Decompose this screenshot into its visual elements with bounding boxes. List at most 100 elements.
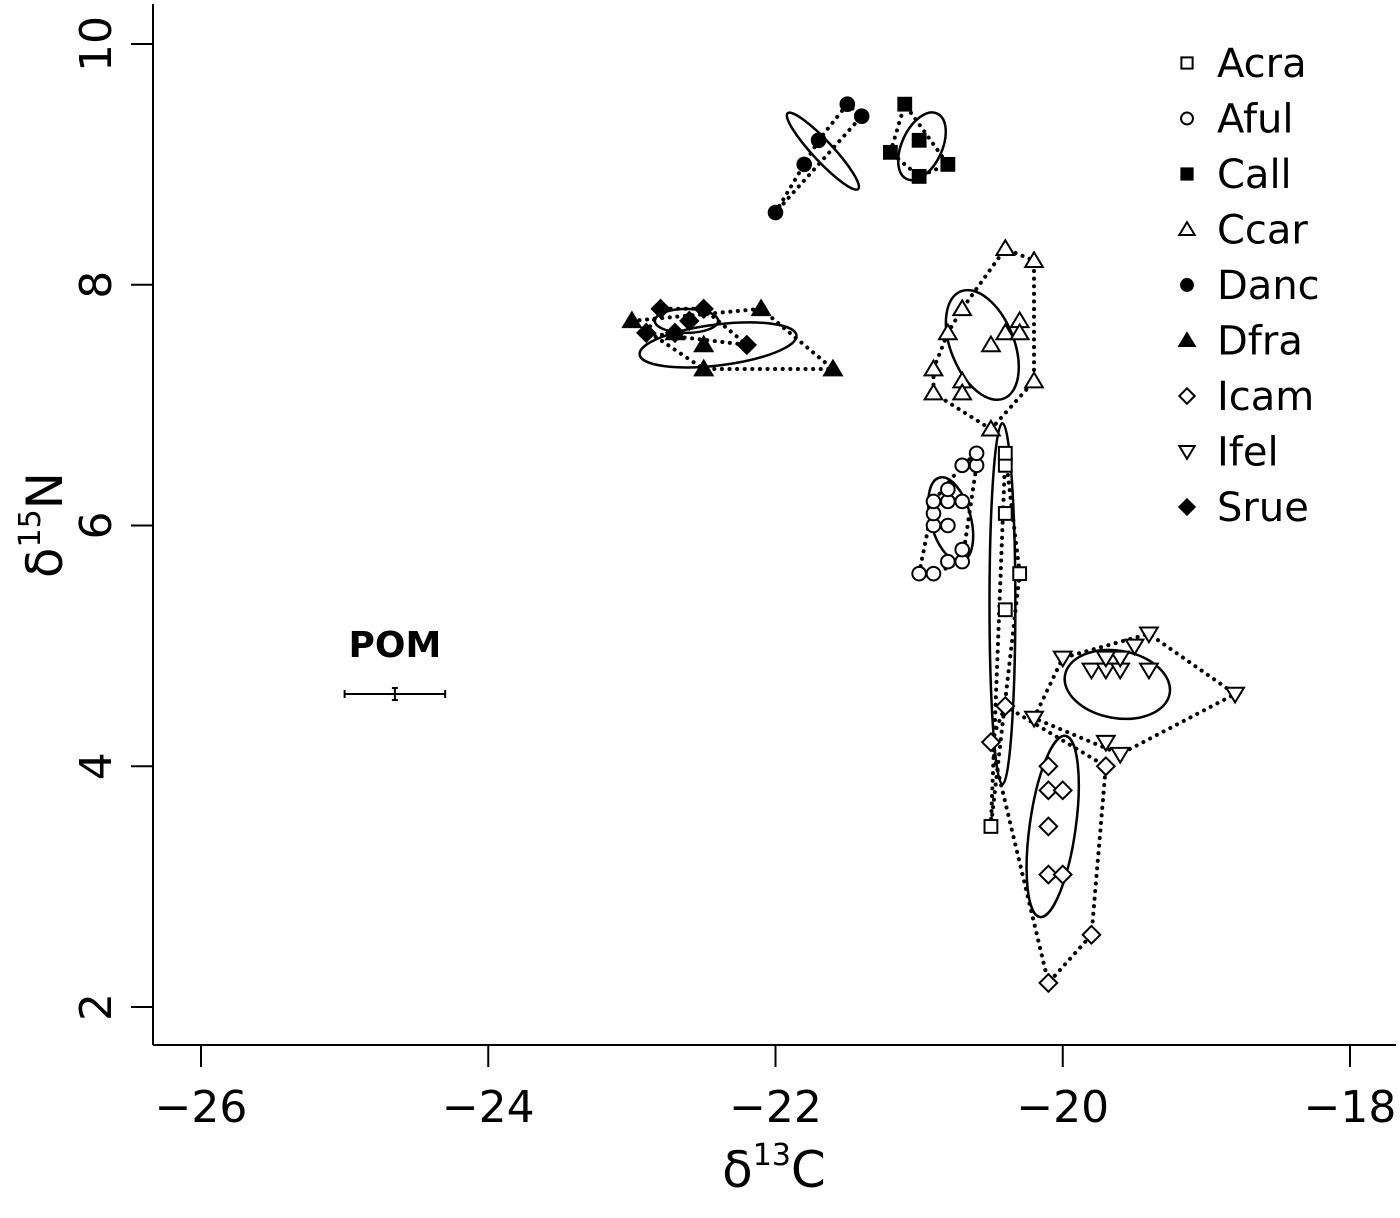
- x-tick-label: −24: [442, 1082, 535, 1133]
- point-ifel: [1109, 746, 1131, 765]
- point-acra: [983, 819, 999, 834]
- legend-item-ccar: Ccar: [1177, 208, 1308, 254]
- point-danc: [839, 96, 856, 112]
- legend-marker-danc: [1180, 278, 1194, 292]
- x-axis-title: δ13C: [722, 1138, 826, 1199]
- legend: Acra Aful Call Ccar Danc Dfra Icam Ifel Srue: [1177, 41, 1320, 531]
- point-ifel: [1123, 638, 1146, 657]
- point-aful: [968, 445, 985, 462]
- point-ifel: [1080, 662, 1103, 681]
- point-call: [940, 156, 956, 172]
- legend-marker-call: [1180, 167, 1194, 181]
- point-danc: [810, 132, 827, 149]
- legend-item-ifel: Ifel: [1177, 430, 1279, 476]
- hull-call: [888, 102, 950, 179]
- point-aful: [940, 481, 956, 498]
- x-tick-label: −22: [729, 1082, 822, 1133]
- legend-item-call: Call: [1180, 152, 1292, 198]
- point-ifel: [1095, 734, 1117, 753]
- y-tick-label: 10: [71, 16, 122, 72]
- y-tick-label: 8: [71, 271, 122, 299]
- legend-label: Acra: [1217, 41, 1307, 87]
- point-icam: [1038, 780, 1059, 801]
- point-srue: [736, 334, 757, 356]
- legend-item-aful: Aful: [1180, 97, 1293, 143]
- legend-marker-srue: [1177, 497, 1197, 517]
- point-ifel: [1138, 662, 1160, 681]
- legend-item-icam: Icam: [1177, 374, 1314, 420]
- point-danc: [796, 156, 813, 173]
- point-ccar: [1023, 370, 1045, 389]
- point-icam: [1095, 756, 1117, 777]
- point-icam: [995, 695, 1016, 717]
- point-aful: [940, 553, 956, 570]
- axes: −26 −24 −22 −20 −18 2 4 6 8 10 δ13C δ15N: [13, 4, 1396, 1199]
- legend-label: Aful: [1217, 97, 1293, 143]
- ellipse-call: [896, 111, 948, 182]
- legend-label: Danc: [1217, 263, 1320, 309]
- point-ccar: [922, 358, 945, 377]
- point-ifel: [1095, 650, 1117, 669]
- point-aful: [925, 493, 942, 510]
- point-ifel: [1224, 686, 1246, 705]
- ellipse-icam: [1025, 734, 1081, 919]
- point-ccar: [1023, 250, 1045, 268]
- point-ifel: [1052, 650, 1074, 669]
- legend-label: Icam: [1217, 374, 1314, 420]
- series-ccar: [922, 238, 1045, 437]
- point-dfra: [693, 358, 715, 377]
- hull-srue: [644, 306, 749, 347]
- point-ccar: [951, 382, 973, 401]
- point-dfra: [693, 334, 715, 353]
- point-dfra: [621, 310, 643, 329]
- convex-hulls: [629, 102, 1238, 985]
- point-ifel: [1023, 710, 1045, 729]
- point-icam: [980, 731, 1002, 753]
- legend-marker-ifel: [1177, 444, 1197, 461]
- y-tick-label: 4: [71, 752, 122, 780]
- legend-marker-aful: [1180, 111, 1194, 126]
- point-aful: [925, 565, 942, 582]
- point-icam: [1081, 924, 1102, 945]
- series-ifel: [1023, 626, 1246, 765]
- y-tick-label: 6: [71, 512, 122, 540]
- ellipse-danc: [785, 111, 861, 191]
- series-srue: [636, 298, 757, 356]
- point-icam: [1052, 780, 1073, 801]
- pom-label: POM: [348, 625, 441, 666]
- point-aful: [954, 457, 971, 474]
- point-srue: [679, 310, 700, 332]
- point-ccar: [980, 418, 1002, 437]
- y-axis-title: δ15N: [13, 472, 74, 578]
- series-call: [883, 96, 956, 184]
- legend-marker-dfra: [1177, 331, 1197, 348]
- point-ccar: [994, 238, 1016, 256]
- legend-marker-icam: [1177, 386, 1197, 406]
- ellipse-ccar: [944, 288, 1020, 402]
- legend-label: Ifel: [1217, 430, 1279, 476]
- legend-label: Call: [1217, 152, 1292, 198]
- point-icam: [1038, 816, 1059, 837]
- point-acra: [997, 457, 1013, 473]
- x-tick-label: −26: [155, 1082, 248, 1133]
- legend-label: Ccar: [1217, 208, 1308, 254]
- point-danc: [767, 204, 784, 221]
- series-aful: [911, 445, 985, 582]
- legend-item-dfra: Dfra: [1177, 319, 1303, 365]
- point-srue: [664, 322, 686, 344]
- point-ccar: [980, 334, 1002, 353]
- series-acra: [983, 445, 1028, 834]
- legend-label: Dfra: [1217, 319, 1303, 365]
- legend-item-danc: Danc: [1180, 263, 1320, 309]
- point-call: [897, 96, 913, 112]
- point-aful: [954, 541, 971, 558]
- point-icam: [1038, 972, 1059, 994]
- data-points: [621, 96, 1246, 994]
- point-aful: [954, 493, 971, 510]
- point-icam: [1052, 864, 1073, 885]
- point-dfra: [822, 358, 844, 377]
- legend-item-srue: Srue: [1177, 485, 1309, 531]
- point-ccar: [994, 322, 1016, 341]
- point-aful: [940, 517, 956, 534]
- x-tick-label: −18: [1304, 1082, 1397, 1133]
